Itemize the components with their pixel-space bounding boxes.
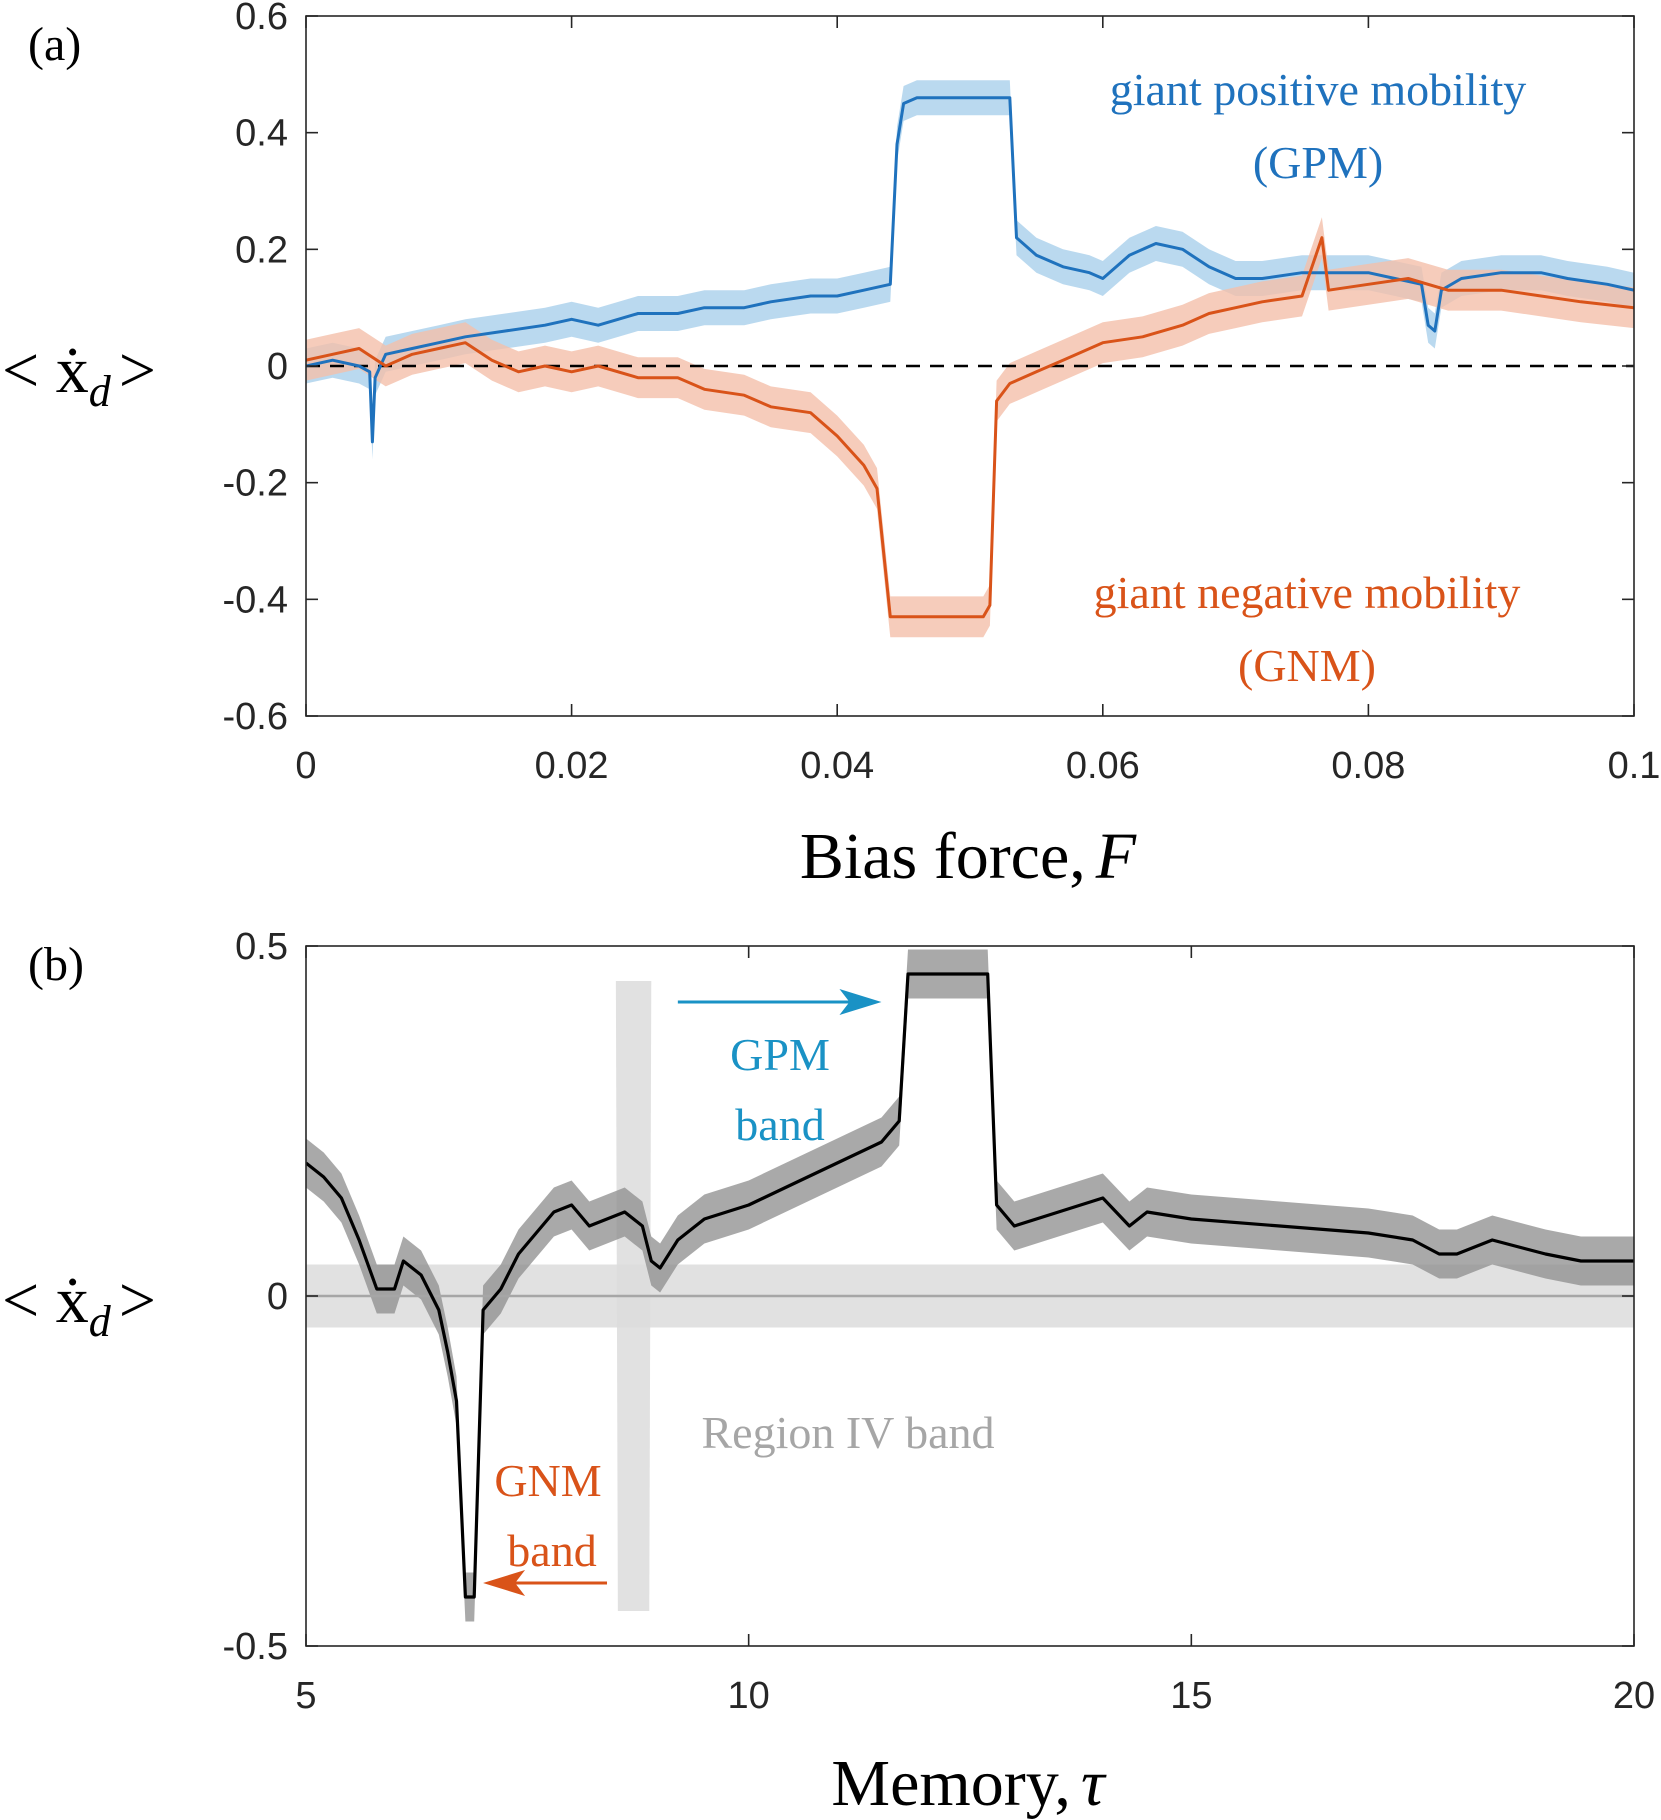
panel-a-x-tick-label: 0 xyxy=(295,745,316,787)
panel-a-x-axis-label: Bias force, F xyxy=(800,820,1137,893)
panel-a-y-ticks: -0.6 -0.4 -0.2 0 0.2 0.4 0.6 xyxy=(223,0,1634,738)
panel-b-y-ticks: -0.5 0 0.5 xyxy=(223,926,1634,1668)
panel-b-arrows xyxy=(483,989,882,1596)
panel-b-x-tick-label: 15 xyxy=(1170,1675,1212,1717)
series-blue-line xyxy=(306,96,1634,444)
panel-a-label: (a) xyxy=(28,18,81,71)
panel-b-y-tick-label: -0.5 xyxy=(223,1626,288,1668)
region-iv-band-label: Region IV band xyxy=(701,1407,994,1458)
panel-a: (a) 0 0.02 0.04 0.06 0.08 0.1 -0.6 -0.4 -0.2 0 0.… xyxy=(2,0,1660,893)
panel-a-y-tick-label: 0 xyxy=(267,346,288,388)
panel-a-x-tick-label: 0.06 xyxy=(1066,745,1140,787)
gnm-band-label-line1: GNM xyxy=(494,1455,601,1506)
panel-a-plot-area xyxy=(306,80,1634,638)
panel-b-label: (b) xyxy=(28,938,84,991)
gpm-arrow-head xyxy=(839,989,882,1015)
panel-a-y-tick-label: 0.2 xyxy=(235,229,288,271)
gnm-band-label-line2: band xyxy=(507,1525,596,1576)
panel-a-x-tick-label: 0.1 xyxy=(1608,745,1661,787)
gpm-annotation-line1: giant positive mobility xyxy=(1110,64,1527,115)
gpm-band-label-line2: band xyxy=(735,1099,824,1150)
panel-b-x-tick-label: 20 xyxy=(1613,1675,1655,1717)
panel-a-y-tick-label: -0.2 xyxy=(223,463,288,505)
panel-a-x-tick-label: 0.04 xyxy=(800,745,874,787)
panel-b-x-tick-label: 10 xyxy=(728,1675,770,1717)
panel-b-y-tick-label: 0.5 xyxy=(235,926,288,968)
panel-b-y-tick-label: 0 xyxy=(267,1276,288,1318)
series-black-line xyxy=(306,972,1634,1599)
panel-b: (b) 5 10 15 20 -0.500.5 Memory, τ < ẋd > GPM … xyxy=(2,926,1655,1820)
panel-a-x-tick-label: 0.02 xyxy=(535,745,609,787)
panel-a-y-tick-label: -0.4 xyxy=(223,579,288,621)
panel-b-x-axis-label: Memory, τ xyxy=(831,1747,1107,1820)
panel-a-y-tick-label: -0.6 xyxy=(223,696,288,738)
gpm-annotation-line2: (GPM) xyxy=(1253,137,1383,188)
panel-b-x-tick-label: 5 xyxy=(295,1675,316,1717)
panel-a-x-tick-label: 0.08 xyxy=(1331,745,1405,787)
series-orange-line xyxy=(306,236,1634,619)
gpm-band-label-line1: GPM xyxy=(730,1029,830,1080)
panel-a-x-ticks: 0 0.02 0.04 0.06 0.08 0.1 xyxy=(295,16,1660,787)
panel-b-x-ticks: 5 10 15 20 xyxy=(295,946,1655,1717)
gnm-arrow-head xyxy=(483,1570,526,1596)
panel-a-y-tick-label: 0.4 xyxy=(235,113,288,155)
panel-a-y-axis-label: < ẋd > xyxy=(2,334,156,416)
gnm-annotation-line2: (GNM) xyxy=(1238,640,1376,691)
panel-b-y-axis-label: < ẋd > xyxy=(2,1264,156,1346)
panel-a-y-tick-label: 0.6 xyxy=(235,0,288,38)
gnm-annotation-line1: giant negative mobility xyxy=(1094,567,1521,618)
panel-b-plot-area xyxy=(306,949,1634,1622)
